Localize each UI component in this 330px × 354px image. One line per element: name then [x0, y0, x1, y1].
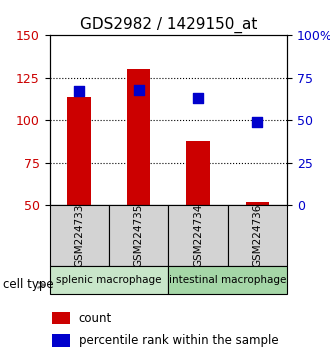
- Bar: [127, 69, 150, 205]
- Point: [195, 96, 201, 101]
- FancyBboxPatch shape: [168, 205, 228, 266]
- Text: GSM224736: GSM224736: [252, 204, 262, 267]
- Text: GSM224734: GSM224734: [193, 204, 203, 267]
- Text: cell type: cell type: [3, 279, 54, 291]
- Text: count: count: [79, 312, 112, 325]
- FancyBboxPatch shape: [109, 205, 168, 266]
- Bar: [186, 141, 210, 205]
- Bar: [67, 97, 91, 205]
- Point: [77, 88, 82, 94]
- Text: splenic macrophage: splenic macrophage: [56, 275, 162, 285]
- FancyBboxPatch shape: [228, 205, 287, 266]
- Text: GSM224735: GSM224735: [134, 204, 144, 267]
- Bar: [246, 202, 269, 205]
- Text: percentile rank within the sample: percentile rank within the sample: [79, 334, 279, 347]
- FancyBboxPatch shape: [50, 266, 168, 294]
- Text: intestinal macrophage: intestinal macrophage: [169, 275, 286, 285]
- FancyBboxPatch shape: [168, 266, 287, 294]
- Bar: [52, 334, 70, 347]
- Text: GSM224733: GSM224733: [74, 204, 84, 267]
- Point: [136, 87, 141, 93]
- Bar: [52, 312, 70, 324]
- Title: GDS2982 / 1429150_at: GDS2982 / 1429150_at: [80, 16, 257, 33]
- Point: [255, 119, 260, 125]
- FancyBboxPatch shape: [50, 205, 109, 266]
